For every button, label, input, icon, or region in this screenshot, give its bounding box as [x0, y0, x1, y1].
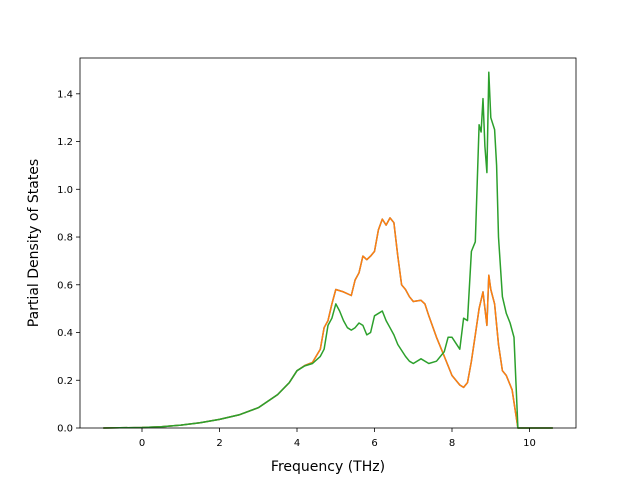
plot-lines: [103, 71, 553, 429]
x-tick-label: 6: [371, 438, 377, 449]
series-line-2: [103, 217, 553, 429]
series-line-3: [103, 71, 553, 429]
y-tick-label: 0.6: [57, 280, 73, 291]
y-tick-label: 1.0: [57, 185, 73, 196]
x-tick-label: 4: [294, 438, 300, 449]
y-tick-label: 0.4: [57, 328, 73, 339]
x-axis-label: Frequency (THz): [271, 459, 385, 475]
y-tick-label: 1.2: [57, 137, 73, 148]
x-tick-label: 0: [139, 438, 145, 449]
x-axis-ticks: 0 2 4 6 8 10: [139, 428, 536, 449]
x-tick-label: 8: [449, 438, 455, 449]
y-axis-label: Partial Density of States: [26, 159, 42, 327]
y-tick-label: 0.8: [57, 233, 73, 244]
series-line-1: [103, 217, 553, 429]
y-tick-label: 0.0: [57, 424, 73, 435]
y-tick-label: 0.2: [57, 376, 73, 387]
y-tick-label: 1.4: [57, 89, 73, 100]
y-axis-ticks: 0.0 0.2 0.4 0.6 0.8 1.0 1.2 1.4: [57, 89, 80, 435]
x-tick-label: 2: [216, 438, 222, 449]
plot-frame: [79, 57, 577, 429]
x-tick-label: 10: [523, 438, 536, 449]
